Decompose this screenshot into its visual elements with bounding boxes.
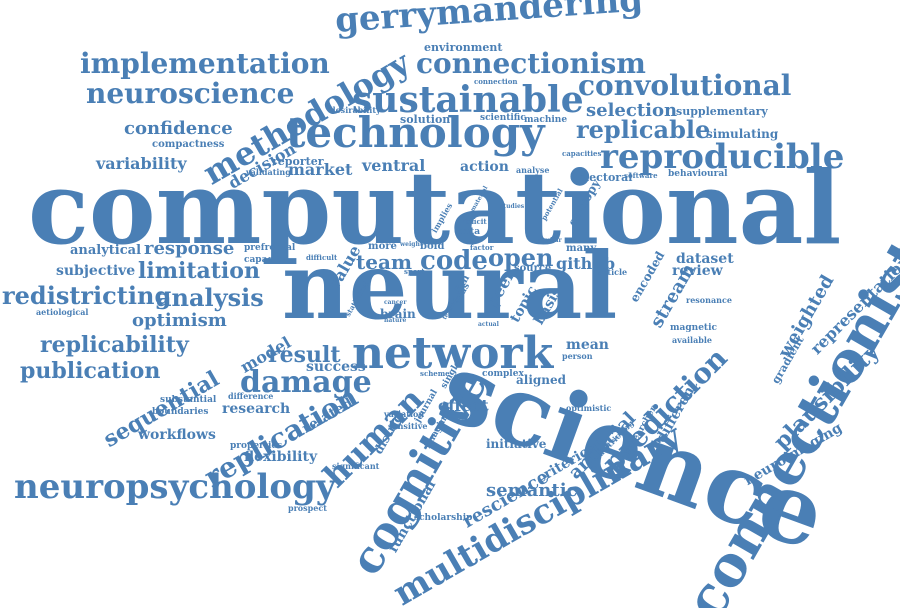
word-confidence: confidence — [124, 118, 233, 139]
word-data: data — [458, 227, 481, 237]
word-team: team — [356, 250, 413, 274]
word-environment: environment — [424, 41, 503, 54]
word-similar: similar — [538, 237, 562, 244]
word-complex: complex — [482, 369, 524, 379]
word-redistricting: redistricting — [2, 281, 172, 310]
word-mean: mean — [566, 337, 609, 353]
word-review: review — [672, 263, 723, 279]
word-capacity: capacity — [244, 255, 286, 265]
word-article: article — [598, 267, 628, 277]
word-cancer: cancer — [384, 299, 407, 306]
word-actual: actual — [478, 321, 499, 328]
word-properties: properties — [230, 441, 283, 451]
word-analyse: analyse — [516, 165, 550, 175]
word-action: action — [460, 159, 509, 175]
word-compactness: compactness — [152, 139, 225, 150]
word-reporter: reporter — [272, 155, 324, 168]
word-scientific: scientific — [480, 113, 526, 123]
word-dataset: dataset — [676, 251, 734, 267]
word-prefrontal: prefrontal — [244, 243, 296, 253]
word-sport: sport — [404, 267, 425, 276]
word-studies: studies — [500, 203, 525, 210]
word-significant: significant — [332, 461, 380, 471]
word-connection: connection — [474, 77, 518, 86]
word-analytical: analytical — [70, 243, 142, 258]
word-capacities: capacities — [562, 149, 602, 158]
word-scheme: scheme — [420, 369, 450, 378]
word-neural: neural — [282, 232, 618, 340]
word-success: success — [306, 359, 366, 375]
word-nature: nature — [384, 317, 407, 324]
word-supplementary: supplementary — [676, 105, 768, 118]
word-prospect: prospect — [288, 503, 327, 513]
word-sustainable: sustainable — [352, 79, 584, 121]
word-deficit: deficit — [462, 217, 487, 226]
word-replicability: replicability — [40, 332, 189, 358]
word-behavioural: behavioural — [668, 169, 728, 179]
word-machine: machine — [524, 115, 568, 125]
word-damage: damage — [240, 365, 372, 400]
word-difference: difference — [228, 391, 274, 401]
word-response: response — [144, 238, 235, 259]
word-network: network — [352, 328, 554, 379]
word-more: more — [368, 241, 397, 252]
word-variability: variability — [96, 154, 187, 173]
word-substantial: substantial — [160, 395, 217, 405]
word-software: software — [624, 171, 658, 180]
word-scholarship: scholarship — [414, 513, 473, 523]
word-aetiological: aetiological — [36, 307, 89, 317]
word-reproducible: reproducible — [600, 137, 845, 177]
word-research: research — [222, 401, 291, 417]
word-boundaries: boundaries — [152, 407, 209, 417]
word-technology: technology — [286, 108, 545, 157]
word-factor: factor — [470, 243, 494, 252]
word-analysis: analysis — [156, 283, 264, 312]
word-github: github — [556, 254, 616, 273]
word-code: code — [420, 246, 488, 276]
word-difficult: difficult — [306, 253, 338, 262]
word-sensitive: sensitive — [388, 421, 428, 431]
word-optimism: optimism — [132, 310, 227, 331]
word-workflows: workflows — [138, 427, 216, 443]
word-aligned: aligned — [516, 373, 567, 387]
word-ventral: ventral — [362, 156, 426, 175]
word-brain: brain — [380, 307, 416, 321]
word-source: source — [514, 263, 552, 274]
word-variation: variation — [384, 409, 425, 419]
word-market: market — [288, 160, 353, 179]
word-gerrymandering: gerrymandering — [333, 0, 645, 41]
word-implementation: implementation — [80, 47, 330, 80]
word-neuropsychology: neuropsychology — [14, 467, 336, 507]
word-convolutional: convolutional — [578, 69, 792, 102]
word-effect: effect — [438, 396, 489, 415]
word-flexibility: flexibility — [244, 449, 318, 465]
word-weight: weight — [400, 241, 423, 248]
word-connectionism: connectionism — [416, 47, 646, 80]
word-many: many — [566, 243, 597, 254]
word-electoral: electoral — [578, 171, 633, 184]
word-desirability: desirability — [330, 105, 381, 115]
word-magnetic: magnetic — [670, 323, 717, 333]
word-validating: validating — [246, 167, 291, 177]
word-simulating: simulating — [706, 127, 779, 141]
word-limitation: limitation — [138, 258, 260, 284]
word-resonance: resonance — [686, 295, 732, 305]
word-selection: selection — [586, 100, 678, 121]
word-available: available — [672, 335, 712, 345]
word-publication: publication — [20, 358, 161, 384]
word-subjective: subjective — [56, 263, 136, 279]
word-replicable: replicable — [576, 115, 711, 144]
word-semantic: semantic — [486, 480, 578, 501]
word-optimistic: optimistic — [566, 403, 612, 413]
word-bold: bold — [420, 241, 445, 252]
word-computational: computational — [28, 149, 842, 267]
word-neuroscience: neuroscience — [86, 77, 295, 110]
word-result: result — [268, 342, 341, 368]
word-person: person — [562, 351, 593, 361]
word-initiative: initiative — [486, 437, 547, 451]
word-open: open — [488, 243, 554, 272]
word-solution: solution — [400, 113, 451, 126]
